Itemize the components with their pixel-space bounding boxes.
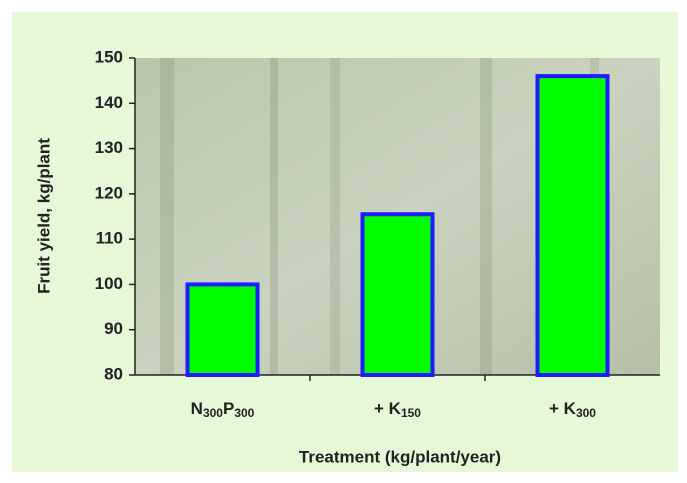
y-tick-label: 80 xyxy=(104,364,123,383)
bar xyxy=(363,214,433,375)
bar xyxy=(188,284,258,375)
y-tick-label: 120 xyxy=(95,183,123,202)
y-tick-label: 150 xyxy=(95,47,123,66)
chart: Treatment (kg/plant/year) Fruit yield, k… xyxy=(0,0,687,483)
x-axis-label: Treatment (kg/plant/year) xyxy=(299,447,501,466)
y-axis-label: Fruit yield, kg/plant xyxy=(34,138,53,294)
y-tick-label: 130 xyxy=(95,138,123,157)
y-tick-label: 100 xyxy=(95,274,123,293)
y-tick-label: 110 xyxy=(96,229,123,248)
y-tick-label: 90 xyxy=(104,319,123,338)
bar xyxy=(538,76,608,375)
y-tick-label: 140 xyxy=(95,93,123,112)
